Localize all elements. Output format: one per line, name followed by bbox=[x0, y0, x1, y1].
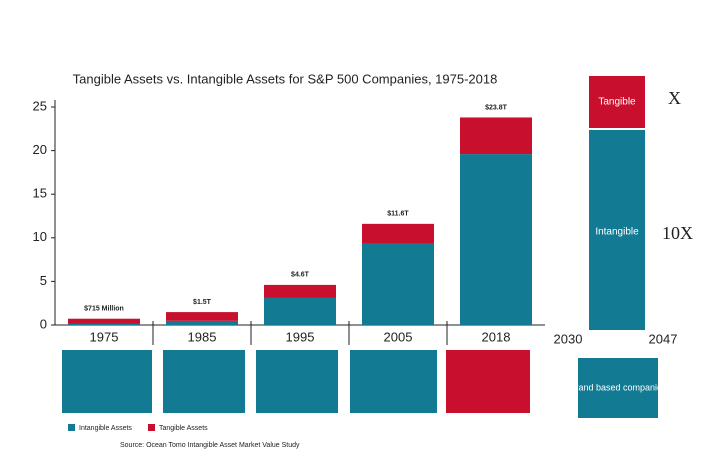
side-top-label: Tangible bbox=[598, 97, 636, 108]
info-boxes bbox=[62, 350, 530, 413]
bar-segment bbox=[362, 223, 434, 244]
x-tick-label: 1975 bbox=[90, 329, 119, 344]
side-start: 2030 bbox=[554, 331, 583, 346]
bar-segment bbox=[460, 117, 532, 155]
bar-annotation: $1.5T bbox=[193, 299, 212, 306]
bar-annotation: $23.8T bbox=[485, 104, 508, 111]
y-tick-label: 15 bbox=[33, 186, 47, 201]
bar-annotation: $715 Million bbox=[84, 306, 124, 313]
legend-label: Intangible Assets bbox=[79, 425, 132, 432]
x-tick-label: 1985 bbox=[188, 329, 217, 344]
side-note: Brand based companies bbox=[569, 382, 667, 392]
chart-title: Tangible Assets vs. Intangible Assets fo… bbox=[73, 71, 498, 86]
y-tick-label: 20 bbox=[33, 142, 47, 157]
legend-swatch bbox=[68, 424, 75, 431]
source: Source: Ocean Tomo Intangible Asset Mark… bbox=[120, 442, 300, 449]
side-bottom-label: Intangible bbox=[595, 227, 639, 238]
bar-segment bbox=[460, 154, 532, 325]
side-note-box bbox=[578, 358, 658, 418]
bar-segment bbox=[264, 284, 336, 298]
bar-segment bbox=[68, 323, 140, 325]
y-tick-label: 10 bbox=[33, 229, 47, 244]
legend-label: Tangible Assets bbox=[159, 425, 208, 432]
y-tick-label: 0 bbox=[40, 316, 47, 331]
bar-annotation: $4.6T bbox=[291, 272, 310, 279]
bar-segment bbox=[166, 320, 238, 325]
x-tick-label: 1995 bbox=[286, 329, 315, 344]
legend-swatch bbox=[148, 424, 155, 431]
side-top-box bbox=[589, 76, 645, 128]
bar-segment bbox=[166, 312, 238, 321]
side-bottom-mark: 10X bbox=[662, 223, 693, 243]
x-tick-label: 2018 bbox=[482, 329, 511, 344]
side-bottom-box bbox=[589, 130, 645, 330]
bar-annotation: $11.6T bbox=[387, 211, 409, 218]
bar-segment bbox=[264, 297, 336, 325]
side-top-mark: X bbox=[668, 88, 681, 108]
x-tick-label: 2005 bbox=[384, 329, 413, 344]
bar-segment bbox=[362, 243, 434, 325]
y-tick-label: 5 bbox=[40, 273, 47, 288]
y-tick-label: 25 bbox=[33, 98, 47, 113]
bar-segment bbox=[68, 318, 140, 324]
side-end: 2047 bbox=[649, 331, 678, 346]
